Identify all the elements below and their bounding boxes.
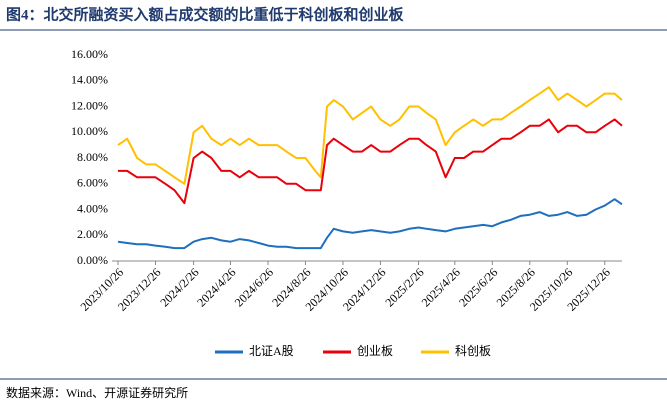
y-tick-label: 14.00% (71, 73, 108, 87)
chart-title: 图4：北交所融资买入额占成交额的比重低于科创板和创业板 (6, 5, 405, 23)
series-line (117, 86, 623, 185)
y-tick-label: 4.00% (77, 201, 108, 215)
legend-label: 北证A股 (249, 344, 294, 358)
source: 数据来源：Wind、开源证券研究所 (6, 385, 188, 400)
y-tick-label: 10.00% (71, 124, 108, 138)
x-tick-label: 2025/4/26 (419, 265, 463, 309)
y-tick-label: 16.00% (71, 47, 108, 61)
y-tick-label: 2.00% (77, 227, 108, 241)
legend-label: 科创板 (455, 344, 491, 358)
series-line (117, 198, 623, 250)
x-tick-label: 2024/4/26 (194, 265, 238, 309)
x-tick-label: 2024/6/26 (232, 265, 276, 309)
x-tick-label: 2025/6/26 (456, 265, 500, 309)
x-tick-label: 2025/2/26 (382, 265, 426, 309)
y-tick-label: 0.00% (77, 253, 108, 267)
series-line (118, 118, 623, 205)
y-tick-label: 12.00% (71, 98, 108, 112)
y-tick-label: 6.00% (77, 176, 108, 190)
legend-label: 创业板 (357, 344, 393, 358)
x-tick-label: 2024/2/26 (157, 265, 201, 309)
y-tick-label: 8.00% (77, 150, 108, 164)
